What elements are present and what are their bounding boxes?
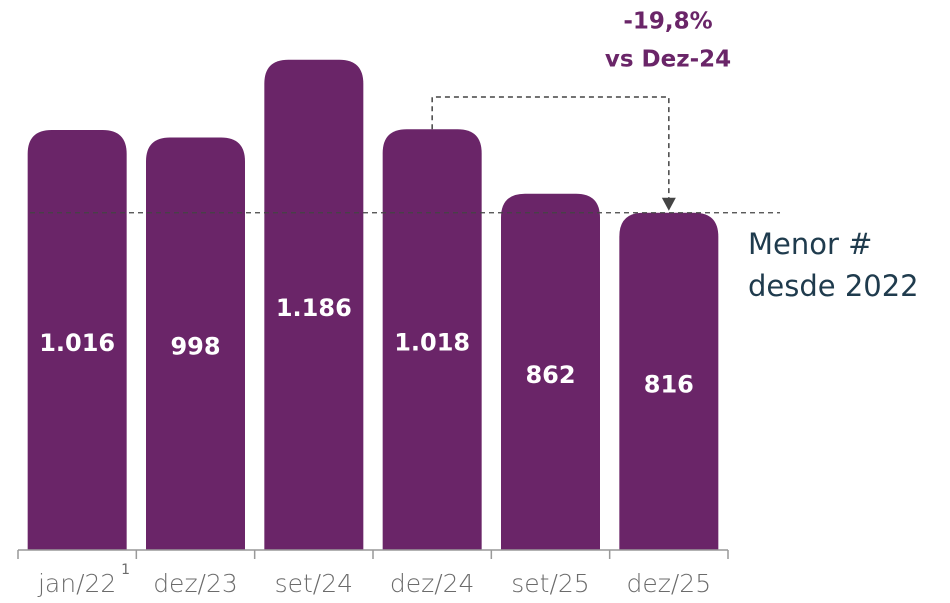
x-tick-label: set/24 [275,569,353,598]
value-label: 862 [525,361,575,389]
value-label: 1.016 [39,329,115,357]
x-tick-label: set/25 [511,569,589,598]
bar [382,129,482,550]
bar [27,130,127,550]
x-tick-label: dez/24 [390,569,475,598]
bar [146,137,245,550]
change-label: vs Dez-24 [605,47,731,73]
x-tick-label: dez/23 [153,569,238,598]
x-tick-label: jan/22 [37,569,116,598]
value-label: 816 [644,370,694,398]
x-tick-label: dez/25 [627,569,712,598]
value-label: 998 [170,333,220,361]
value-label: 1.186 [276,294,352,322]
bar [501,193,600,550]
bar [619,212,719,550]
bar [264,59,364,550]
arrow-head [661,197,676,211]
reference-note: Menor # [748,227,872,261]
change-value: -19,8% [623,9,712,35]
change-bracket [431,96,670,199]
reference-note: desde 2022 [748,269,919,303]
footnote-marker: 1 [121,562,130,578]
value-label: 1.018 [394,329,470,357]
